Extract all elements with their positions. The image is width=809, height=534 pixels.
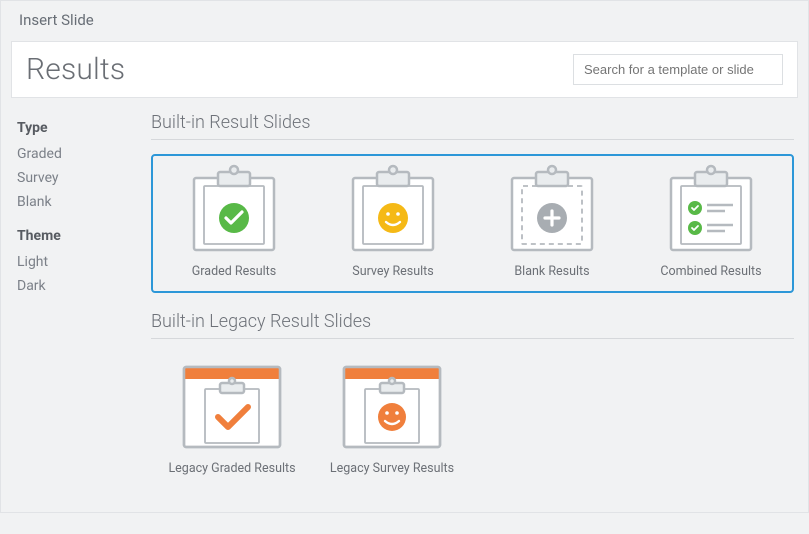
- clipboard-plus-icon: [492, 164, 612, 258]
- main-panel: Built-in Result Slides: [151, 108, 798, 502]
- sidebar-item-blank[interactable]: Blank: [17, 190, 131, 214]
- header-bar: Results: [11, 41, 798, 98]
- window-clipboard-smile-icon: [332, 361, 452, 455]
- card-legacy-graded-results[interactable]: Legacy Graded Results: [157, 361, 307, 476]
- card-label: Survey Results: [352, 264, 433, 279]
- search-input[interactable]: [573, 54, 783, 85]
- insert-slide-dialog: Insert Slide Results Type Graded Survey …: [0, 0, 809, 513]
- sidebar-item-graded[interactable]: Graded: [17, 142, 131, 166]
- dialog-body: Type Graded Survey Blank Theme Light Dar…: [1, 98, 808, 512]
- card-survey-results[interactable]: Survey Results: [318, 164, 468, 279]
- card-label: Combined Results: [660, 264, 761, 279]
- sidebar-type-heading: Type: [17, 120, 131, 136]
- clipboard-checklist-icon: [651, 164, 771, 258]
- clipboard-check-icon: [174, 164, 294, 258]
- sidebar-theme-list: Light Dark: [17, 250, 131, 298]
- window-clipboard-check-icon: [172, 361, 292, 455]
- legacy-card-row: Legacy Graded Results: [151, 353, 794, 488]
- sidebar-item-dark[interactable]: Dark: [17, 274, 131, 298]
- sidebar-item-survey[interactable]: Survey: [17, 166, 131, 190]
- sidebar-type-list: Graded Survey Blank: [17, 142, 131, 214]
- card-label: Legacy Graded Results: [168, 461, 295, 476]
- card-graded-results[interactable]: Graded Results: [159, 164, 309, 279]
- sidebar: Type Graded Survey Blank Theme Light Dar…: [11, 108, 137, 502]
- sidebar-item-light[interactable]: Light: [17, 250, 131, 274]
- legacy-section-title: Built-in Legacy Result Slides: [151, 307, 794, 339]
- card-label: Blank Results: [514, 264, 589, 279]
- card-blank-results[interactable]: Blank Results: [477, 164, 627, 279]
- clipboard-smile-icon: [333, 164, 453, 258]
- builtin-section-title: Built-in Result Slides: [151, 108, 794, 140]
- builtin-card-row: Graded Results: [151, 154, 794, 293]
- card-label: Graded Results: [192, 264, 276, 279]
- page-title: Results: [26, 52, 125, 87]
- card-combined-results[interactable]: Combined Results: [636, 164, 786, 279]
- card-legacy-survey-results[interactable]: Legacy Survey Results: [317, 361, 467, 476]
- card-label: Legacy Survey Results: [330, 461, 454, 476]
- sidebar-theme-heading: Theme: [17, 228, 131, 244]
- dialog-title: Insert Slide: [1, 1, 808, 41]
